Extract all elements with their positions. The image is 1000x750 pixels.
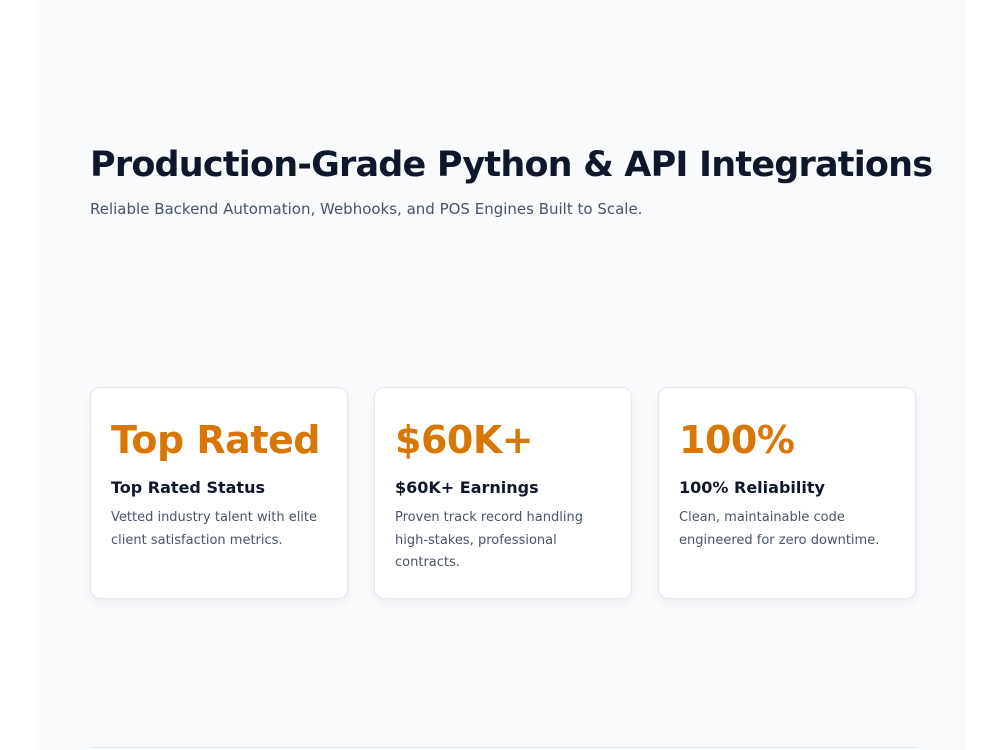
page-title: Production-Grade Python & API Integratio…	[90, 145, 933, 185]
stat-description: Proven track record handling high-stakes…	[395, 510, 583, 570]
stat-description: Clean, maintainable code engineered for …	[679, 510, 880, 548]
stat-metric: $60K+	[395, 418, 534, 462]
stat-card-top-rated: Top Rated Top Rated Status Vetted indust…	[90, 387, 348, 599]
stat-card-earnings: $60K+ $60K+ Earnings Proven track record…	[374, 387, 632, 599]
stat-metric: 100%	[679, 418, 795, 462]
stat-heading: Top Rated Status	[111, 478, 265, 497]
stat-metric: Top Rated	[111, 418, 320, 462]
stat-card-reliability: 100% 100% Reliability Clean, maintainabl…	[658, 387, 916, 599]
stat-heading: $60K+ Earnings	[395, 478, 539, 497]
page-container: Production-Grade Python & API Integratio…	[36, 0, 965, 750]
page-subtitle: Reliable Backend Automation, Webhooks, a…	[90, 200, 643, 218]
stat-description: Vetted industry talent with elite client…	[111, 510, 318, 548]
section-divider	[90, 747, 918, 748]
stat-heading: 100% Reliability	[679, 478, 825, 497]
